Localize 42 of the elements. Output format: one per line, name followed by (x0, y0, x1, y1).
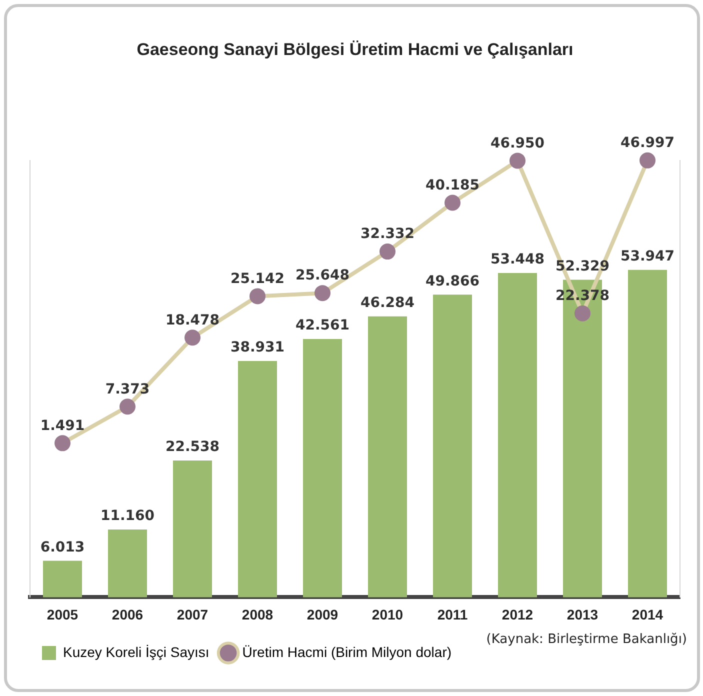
x-tick-label: 2007 (176, 606, 208, 622)
legend-label: Üretim Hacmi (Birim Milyon dolar) (242, 644, 452, 660)
x-tick-label: 2009 (306, 606, 338, 622)
data-label: 11.160 (100, 508, 155, 524)
x-tick-label: 2013 (566, 606, 598, 622)
bar (303, 338, 342, 598)
data-label: 22.538 (165, 439, 220, 456)
bar (628, 270, 667, 598)
data-label: 6.013 (40, 539, 85, 556)
text: (Kaynak: Birleştirme Bakanlığı) (486, 632, 687, 647)
bar (43, 560, 82, 598)
data-label: 53.947 (620, 248, 675, 265)
data-label: 32.332 (360, 226, 415, 242)
x-tick-label: 2006 (112, 606, 144, 622)
data-label: 49.866 (425, 273, 480, 290)
legend-label: Kuzey Koreli İşçi Sayısı (63, 644, 210, 660)
x-tick-label: 2005 (46, 606, 78, 622)
data-label: 52.329 (555, 258, 610, 274)
data-label: 46.284 (360, 295, 415, 312)
x-tick-label: 2011 (437, 606, 468, 622)
data-label: 38.931 (230, 340, 285, 356)
data-label: 18.478 (165, 312, 220, 328)
data-label: 46.997 (620, 135, 675, 152)
data-label: 25.648 (295, 268, 350, 284)
data-label: 1.491 (40, 418, 85, 434)
x-tick-label: 2014 (632, 606, 664, 622)
bar (238, 361, 277, 598)
data-label: 46.950 (490, 135, 545, 152)
bar (498, 272, 537, 598)
chart-title: Gaeseong Sanayi Bölgesi Üretim Hacmi ve Çalışanları (136, 40, 574, 59)
x-tick-label: 2010 (372, 606, 404, 622)
data-label: 42.561 (295, 318, 350, 334)
data-label: 25.142 (230, 270, 285, 287)
bar (173, 460, 212, 598)
data-label: 53.448 (490, 252, 545, 268)
x-tick-label: 2012 (502, 606, 534, 622)
bar (433, 294, 472, 598)
bar (368, 316, 407, 598)
bar (108, 529, 147, 598)
x-tick-label: 2008 (242, 606, 274, 622)
data-label: 40.185 (425, 177, 480, 194)
data-label: 7.373 (105, 381, 150, 398)
